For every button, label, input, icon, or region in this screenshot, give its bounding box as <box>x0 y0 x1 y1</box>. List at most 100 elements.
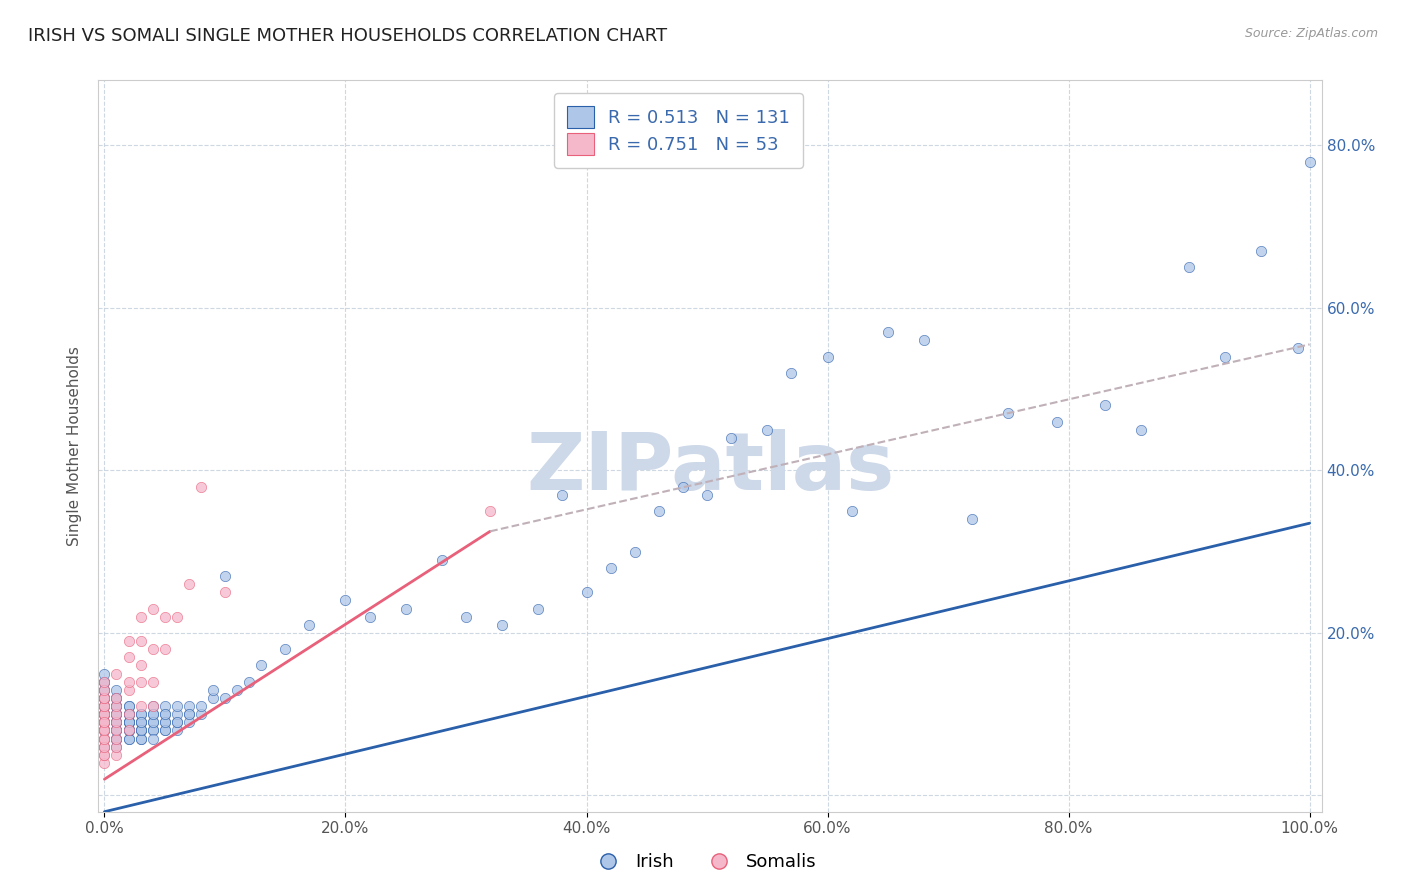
Point <box>105 739 128 754</box>
Point <box>93 690 115 705</box>
Point <box>93 674 115 689</box>
Point <box>105 707 128 722</box>
Point <box>105 715 128 730</box>
Point <box>274 642 297 657</box>
Point <box>93 690 115 705</box>
Point <box>93 731 115 746</box>
Point <box>93 707 115 722</box>
Point <box>166 609 188 624</box>
Point <box>129 609 152 624</box>
Point <box>177 707 200 722</box>
Point <box>93 723 115 738</box>
Point <box>1129 423 1152 437</box>
Point <box>166 723 188 738</box>
Point <box>166 699 188 714</box>
Point <box>177 699 200 714</box>
Point <box>153 715 176 730</box>
Point <box>335 593 357 607</box>
Point <box>105 707 128 722</box>
Point <box>105 715 128 730</box>
Point <box>129 699 152 714</box>
Point <box>93 699 115 714</box>
Point <box>226 682 249 697</box>
Point <box>142 601 165 615</box>
Point <box>105 739 128 754</box>
Point <box>1213 350 1236 364</box>
Point <box>696 488 718 502</box>
Point <box>1094 398 1116 412</box>
Point <box>166 707 188 722</box>
Point <box>105 731 128 746</box>
Point <box>93 707 115 722</box>
Point <box>238 674 260 689</box>
Point <box>841 504 863 518</box>
Point <box>298 617 321 632</box>
Point <box>93 723 115 738</box>
Point <box>105 699 128 714</box>
Point <box>93 731 115 746</box>
Point <box>1286 342 1309 356</box>
Point <box>190 699 212 714</box>
Point <box>129 674 152 689</box>
Point <box>1250 244 1272 258</box>
Point <box>105 723 128 738</box>
Point <box>129 634 152 648</box>
Point <box>93 699 115 714</box>
Point <box>129 715 152 730</box>
Point <box>93 674 115 689</box>
Point <box>117 699 139 714</box>
Point <box>190 480 212 494</box>
Point <box>93 682 115 697</box>
Point <box>142 723 165 738</box>
Point <box>93 707 115 722</box>
Point <box>129 723 152 738</box>
Point <box>93 723 115 738</box>
Point <box>93 747 115 762</box>
Point <box>997 407 1019 421</box>
Point <box>93 723 115 738</box>
Point <box>129 715 152 730</box>
Point <box>129 723 152 738</box>
Point <box>117 723 139 738</box>
Point <box>105 699 128 714</box>
Point <box>117 634 139 648</box>
Point <box>93 731 115 746</box>
Point <box>105 707 128 722</box>
Point <box>153 707 176 722</box>
Point <box>153 723 176 738</box>
Point <box>359 609 381 624</box>
Point <box>105 699 128 714</box>
Point <box>551 488 574 502</box>
Point <box>117 723 139 738</box>
Point <box>1298 154 1320 169</box>
Point <box>93 715 115 730</box>
Point <box>105 690 128 705</box>
Point <box>105 715 128 730</box>
Point <box>960 512 983 526</box>
Point <box>214 585 236 599</box>
Point <box>142 715 165 730</box>
Point <box>117 715 139 730</box>
Point <box>129 723 152 738</box>
Point <box>105 690 128 705</box>
Text: Source: ZipAtlas.com: Source: ZipAtlas.com <box>1244 27 1378 40</box>
Point <box>93 723 115 738</box>
Point <box>177 577 200 591</box>
Point <box>93 674 115 689</box>
Point <box>117 715 139 730</box>
Point <box>93 682 115 697</box>
Point <box>190 707 212 722</box>
Point <box>93 699 115 714</box>
Point <box>105 715 128 730</box>
Legend: R = 0.513   N = 131, R = 0.751   N = 53: R = 0.513 N = 131, R = 0.751 N = 53 <box>554 93 803 168</box>
Point <box>105 666 128 681</box>
Point <box>117 715 139 730</box>
Point <box>142 715 165 730</box>
Point <box>93 739 115 754</box>
Point <box>117 731 139 746</box>
Point <box>817 350 839 364</box>
Point <box>105 723 128 738</box>
Point <box>93 666 115 681</box>
Point <box>479 504 502 518</box>
Point <box>105 690 128 705</box>
